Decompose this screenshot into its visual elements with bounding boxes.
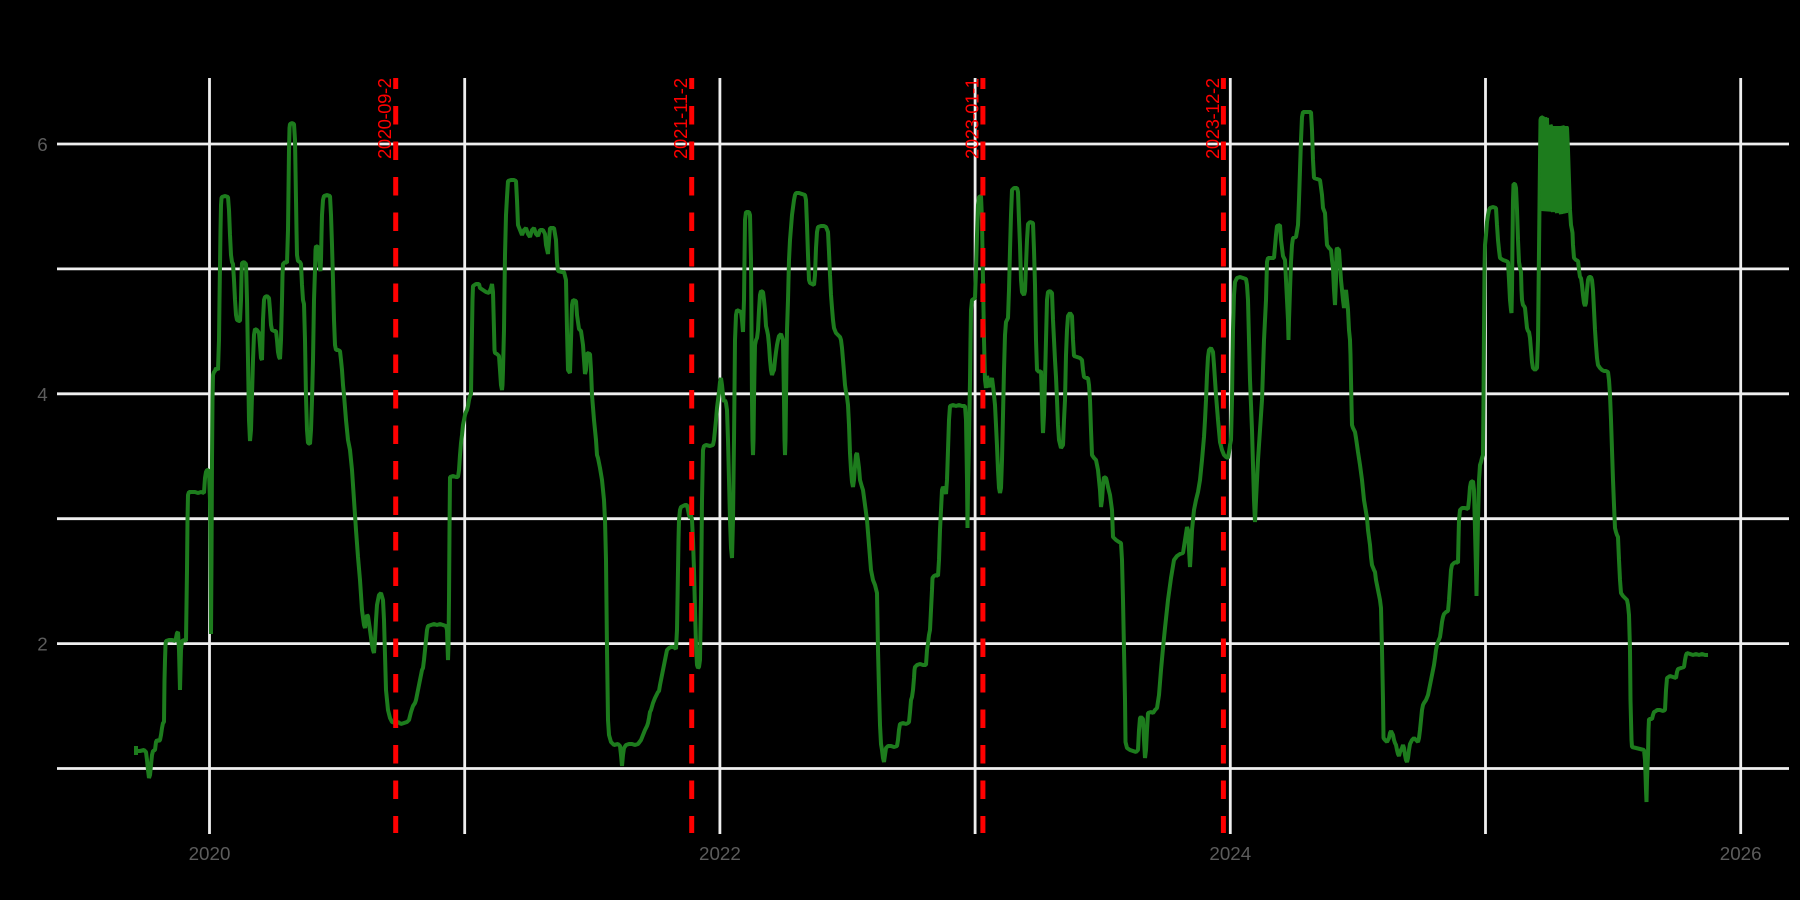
svg-text:2021-11-2: 2021-11-2	[670, 78, 691, 159]
svg-text:2023-12-2: 2023-12-2	[1202, 78, 1223, 159]
svg-text:2024: 2024	[1209, 843, 1251, 864]
svg-text:2022: 2022	[699, 843, 741, 864]
svg-text:4: 4	[37, 384, 47, 405]
svg-text:2: 2	[37, 634, 47, 655]
svg-text:2020-09-2: 2020-09-2	[374, 78, 395, 159]
svg-text:2020: 2020	[189, 843, 231, 864]
svg-text:2026: 2026	[1720, 843, 1762, 864]
svg-text:6: 6	[37, 134, 47, 155]
svg-text:2023-01-1: 2023-01-1	[961, 78, 982, 159]
